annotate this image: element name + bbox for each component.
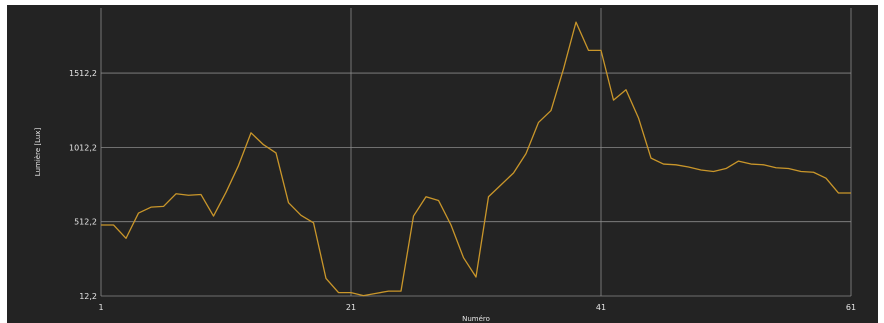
x-tick-label: 61: [846, 303, 856, 312]
y-tick-label: 1012,2: [69, 143, 97, 152]
y-axis-label: Lumière [Lux]: [34, 128, 42, 177]
grid-layer: [100, 8, 852, 297]
y-tick-label: 12,2: [79, 292, 97, 301]
x-tick-labels: 1 21 41 61: [98, 303, 856, 312]
x-tick-label: 1: [98, 303, 103, 312]
series-line: [101, 21, 851, 297]
series-layer: [101, 21, 851, 297]
x-tick-label: 41: [596, 303, 606, 312]
x-tick-label: 21: [346, 303, 356, 312]
y-tick-label: 512,2: [74, 218, 97, 227]
y-tick-label: 1512,2: [69, 69, 97, 78]
y-tick-labels: 12,2 512,2 1012,2 1512,2: [69, 69, 97, 301]
x-axis-label: Numéro: [462, 315, 490, 323]
